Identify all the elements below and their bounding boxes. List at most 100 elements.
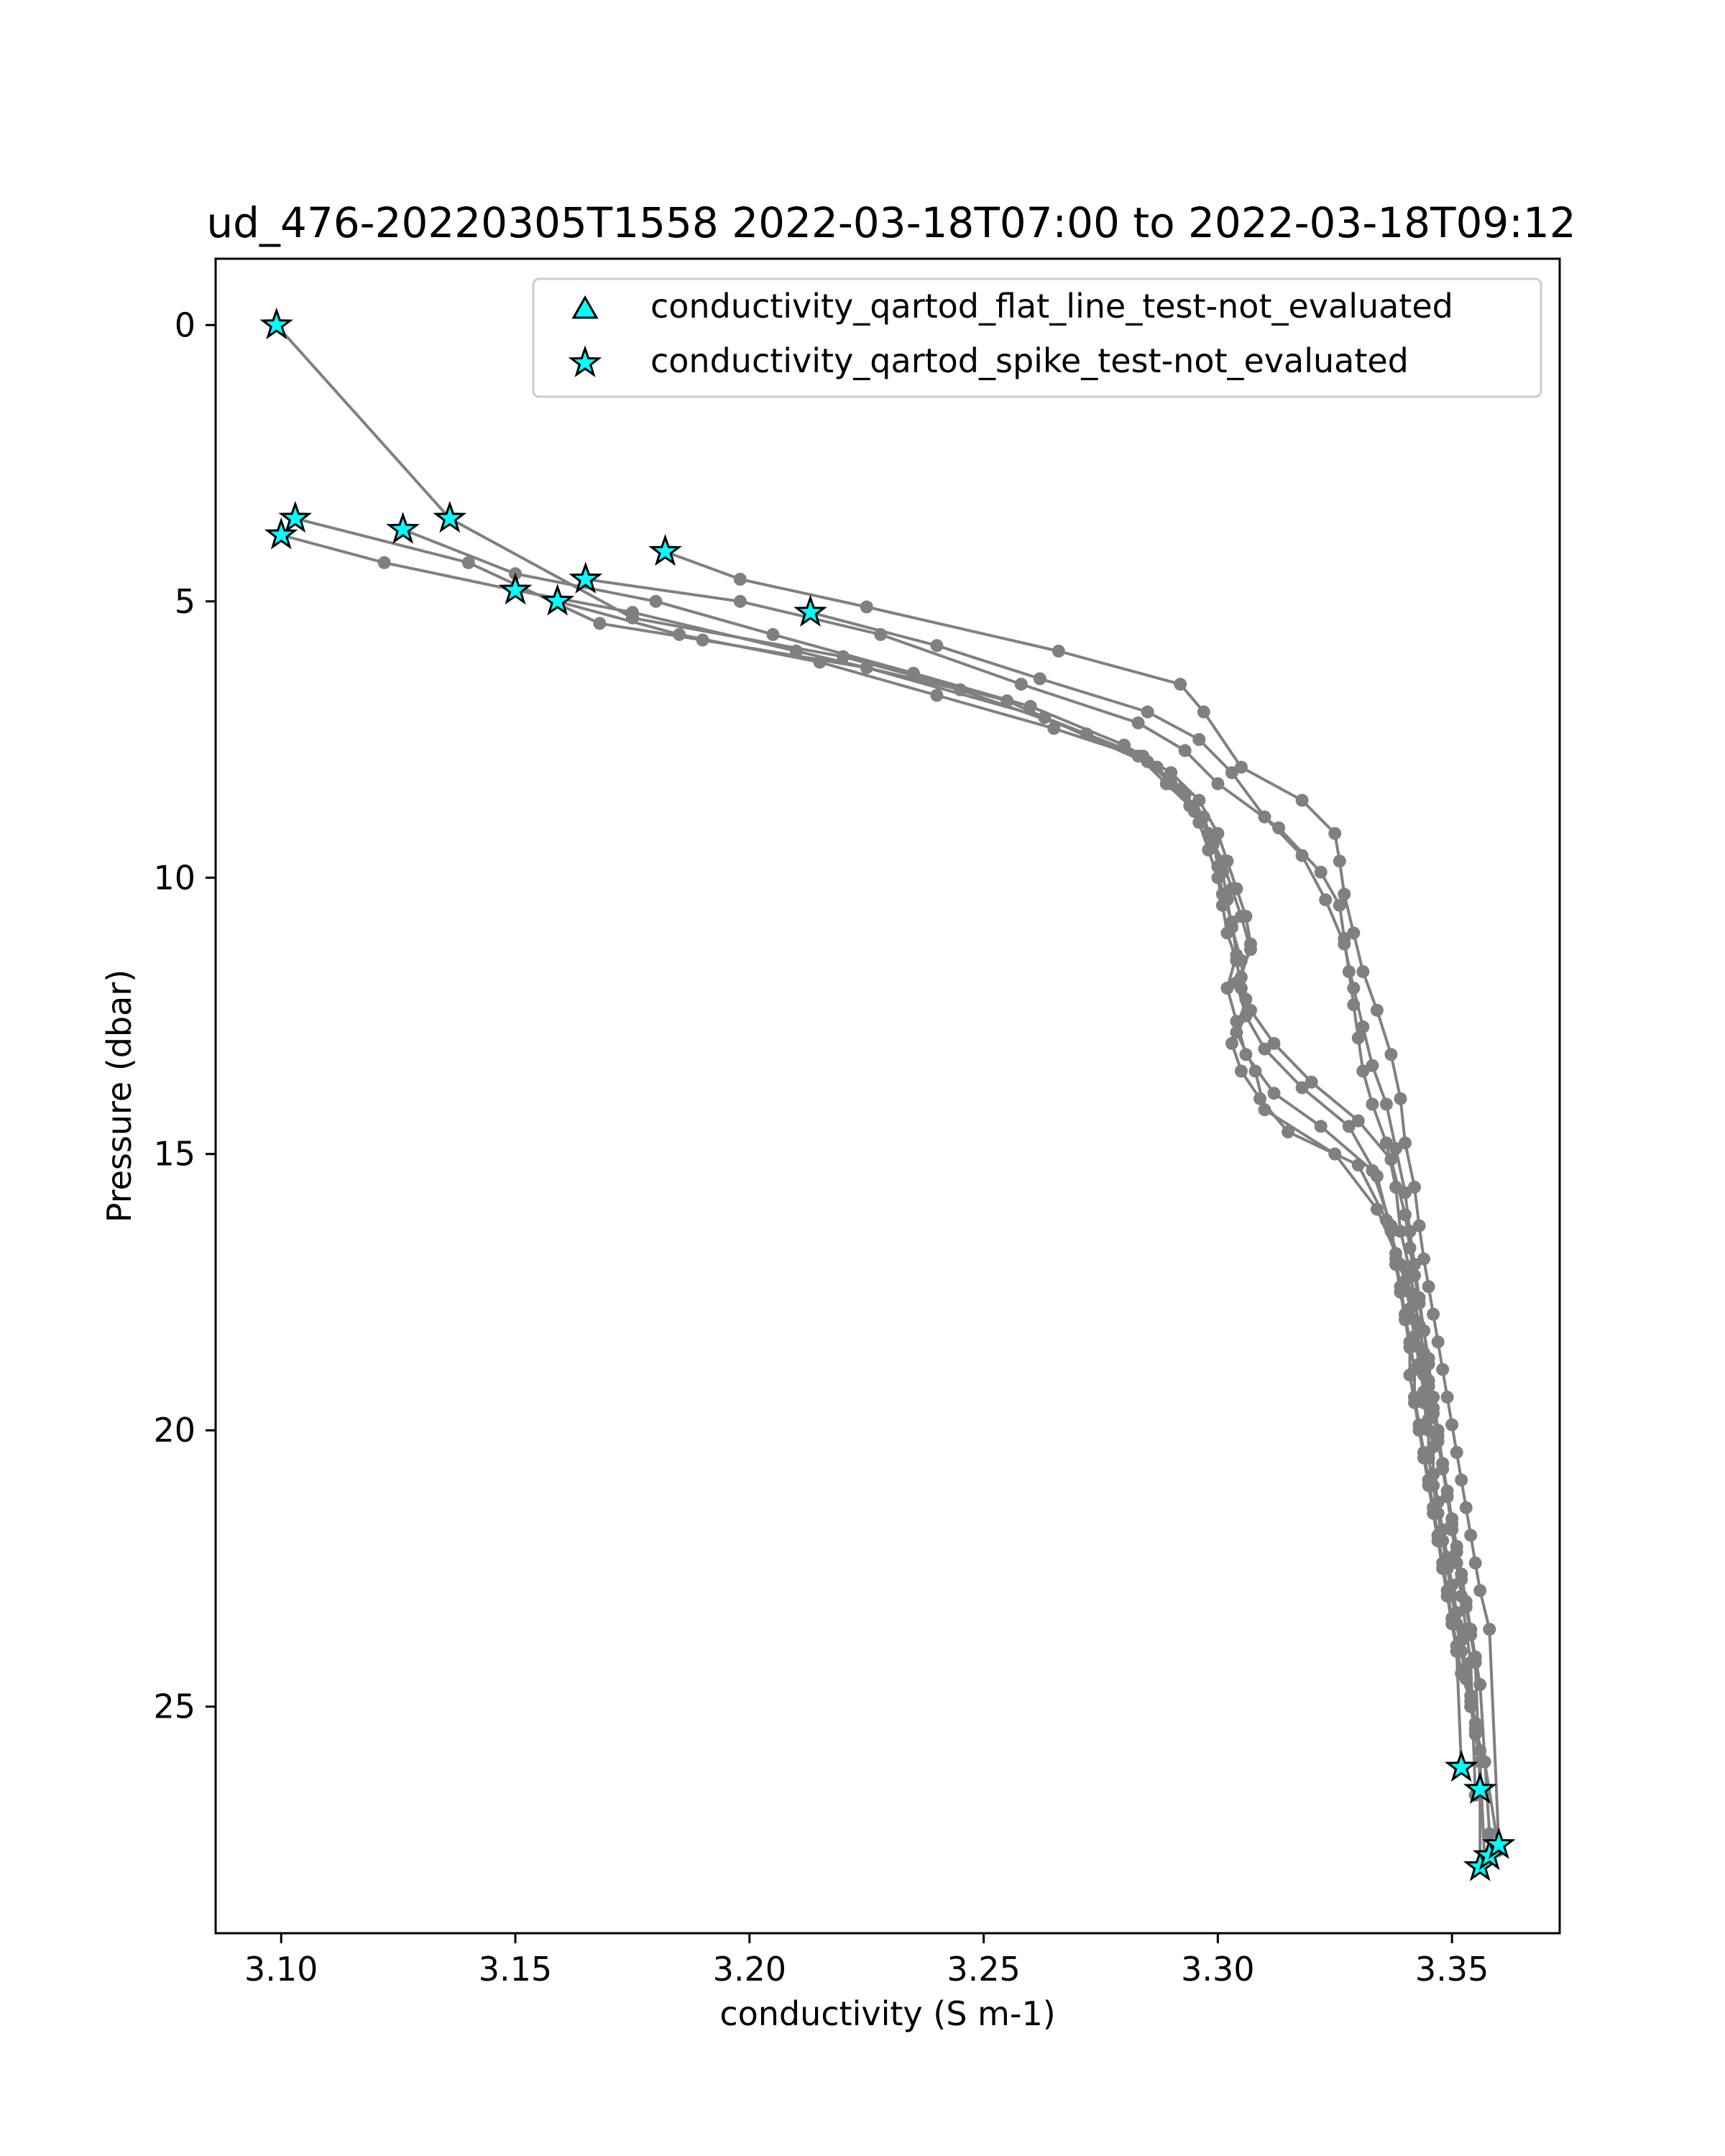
data-point [1258, 1042, 1271, 1056]
data-point [1459, 1501, 1473, 1514]
data-point [1225, 921, 1238, 934]
data-point [1239, 1009, 1253, 1023]
x-tick-label: 3.30 [1181, 1950, 1254, 1989]
data-point [1427, 1391, 1440, 1404]
data-point [1159, 777, 1173, 791]
legend: conductivity_qartod_flat_line_test-not_e… [532, 277, 1542, 398]
x-axis-label: conductivity (S m-1) [719, 1994, 1055, 2033]
spike-flag-star [1481, 1827, 1516, 1859]
data-point [1192, 793, 1206, 807]
data-point [860, 600, 873, 614]
data-point [593, 617, 607, 630]
data-point [1445, 1617, 1459, 1631]
data-point [649, 594, 663, 608]
data-point [1412, 1219, 1426, 1233]
data-point [1192, 733, 1206, 746]
data-point [1450, 1606, 1463, 1619]
data-point [1431, 1534, 1445, 1547]
data-point [1333, 898, 1346, 912]
data-point [1412, 1358, 1426, 1370]
data-point [1211, 777, 1225, 791]
data-point [1427, 1307, 1440, 1321]
data-point [1234, 760, 1248, 774]
plot-flags [259, 307, 1516, 1881]
data-point [1258, 810, 1271, 824]
spike-flag-star [264, 517, 298, 550]
data-point [1399, 1274, 1412, 1288]
x-axis: 3.10 3.15 3.20 3.25 3.30 3.35 [244, 1933, 1489, 1989]
data-point [1436, 1363, 1450, 1376]
data-point [1248, 1064, 1262, 1078]
data-point [1225, 766, 1238, 780]
y-tick-label: 5 [175, 582, 196, 621]
data-point [733, 573, 747, 586]
data-point [906, 666, 920, 680]
data-point [1338, 888, 1351, 901]
data-point [1455, 1589, 1468, 1603]
data-point [1178, 744, 1192, 757]
data-point [1436, 1523, 1450, 1537]
data-point [1356, 1020, 1370, 1033]
data-point [1366, 1059, 1379, 1072]
data-point [1427, 1506, 1440, 1520]
data-point [1141, 705, 1154, 719]
data-point [1440, 1551, 1454, 1565]
data-point [1328, 826, 1342, 840]
data-point [1445, 1578, 1459, 1592]
data-point [1333, 854, 1346, 868]
data-point [1211, 826, 1225, 840]
data-point [1174, 678, 1187, 691]
data-point [1464, 1656, 1478, 1669]
data-point [1440, 1490, 1454, 1503]
data-point [1024, 699, 1037, 713]
y-tick-label: 15 [153, 1135, 196, 1174]
spike-flag-star [498, 572, 533, 605]
data-point [1455, 1473, 1468, 1487]
data-point [1408, 1396, 1421, 1409]
data-point [1356, 1064, 1370, 1078]
data-point [1450, 1539, 1463, 1553]
data-point [1230, 976, 1243, 990]
data-point [1417, 1324, 1430, 1337]
data-point [1131, 716, 1145, 729]
data-point [1473, 1584, 1487, 1598]
spike-flag-star [433, 500, 467, 533]
data-point [377, 556, 391, 569]
series-line [664, 550, 1501, 1846]
data-point [1197, 705, 1210, 719]
data-point [1408, 1330, 1421, 1343]
data-point [1131, 750, 1145, 763]
data-point [733, 594, 747, 608]
x-tick-label: 3.35 [1415, 1950, 1489, 1989]
spike-flag-star [1463, 1772, 1497, 1804]
data-point [1450, 1556, 1463, 1570]
data-point [1267, 1036, 1281, 1050]
data-point [1399, 1313, 1412, 1327]
data-point [1483, 1623, 1496, 1636]
data-point [1450, 1446, 1463, 1459]
data-point [1370, 1003, 1384, 1017]
data-point [1417, 1451, 1430, 1465]
data-point [1379, 1097, 1393, 1111]
spike-flag-star [259, 307, 294, 340]
data-point [1440, 1391, 1454, 1404]
data-point [1366, 1097, 1379, 1111]
data-point [1052, 645, 1065, 658]
plot-frame [214, 257, 1561, 1935]
data-point [1328, 1147, 1342, 1161]
legend-triangle-marker [571, 295, 599, 319]
data-point [1234, 1064, 1248, 1078]
y-tick-label: 10 [153, 858, 196, 897]
data-point [1403, 1340, 1417, 1354]
data-point [1234, 910, 1248, 923]
data-point [1399, 1136, 1412, 1150]
data-point [1445, 1418, 1459, 1432]
data-point [1347, 926, 1361, 940]
x-tick-label: 3.20 [713, 1950, 786, 1989]
data-point [1399, 1186, 1412, 1199]
legend-star-marker [568, 345, 602, 377]
legend-entry-flat-line: conductivity_qartod_flat_line_test-not_e… [650, 287, 1453, 326]
data-point [1183, 799, 1197, 813]
data-point [673, 627, 686, 641]
legend-box [532, 277, 1542, 398]
